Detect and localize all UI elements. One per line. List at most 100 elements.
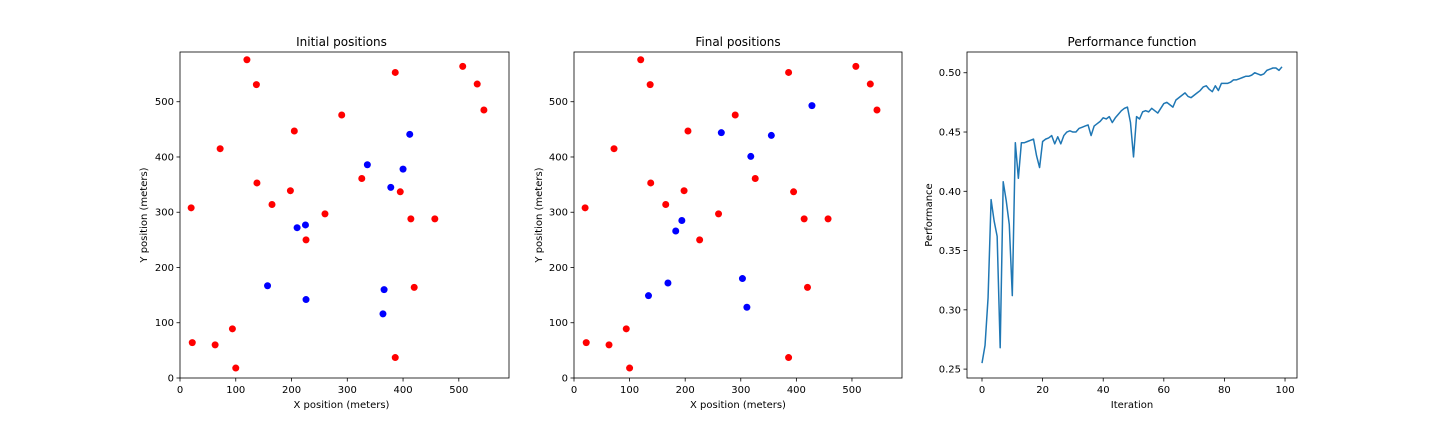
- data-point: [211, 341, 219, 349]
- data-point: [264, 282, 272, 290]
- chart-title: Final positions: [695, 35, 780, 49]
- y-tick-label: 500: [549, 97, 568, 108]
- chart-initial-positions: Initial positions X position (meters) Y …: [139, 35, 510, 411]
- y-tick-label: 0.40: [939, 187, 961, 198]
- y-tick-label: 200: [549, 263, 568, 274]
- data-point: [459, 62, 467, 70]
- y-axis-label: Y position (meters): [534, 167, 545, 263]
- y-tick-label: 300: [155, 208, 174, 219]
- chart-title: Performance function: [1068, 35, 1197, 49]
- chart-title: Initial positions: [296, 35, 387, 49]
- x-tick-label: 40: [1097, 385, 1110, 396]
- y-tick-label: 100: [549, 318, 568, 329]
- data-point: [747, 152, 755, 160]
- y-tick-label: 0.45: [939, 128, 961, 139]
- data-point: [396, 188, 404, 196]
- data-point: [715, 210, 723, 218]
- chart-final-positions: Final positions X position (meters) Y po…: [534, 35, 903, 411]
- x-axis-label: Iteration: [1111, 400, 1153, 411]
- data-point: [785, 354, 793, 362]
- data-point: [800, 215, 808, 223]
- x-tick-label: 500: [449, 385, 468, 396]
- plot-frame: [179, 51, 510, 379]
- data-point: [743, 303, 751, 311]
- data-point: [387, 183, 395, 191]
- x-tick-label: 500: [842, 385, 861, 396]
- data-point: [610, 145, 618, 153]
- data-point: [380, 286, 388, 294]
- data-point: [301, 221, 309, 229]
- data-point: [678, 217, 686, 225]
- data-point: [391, 68, 399, 76]
- data-point: [803, 283, 811, 291]
- data-point: [622, 325, 630, 333]
- data-point: [646, 81, 654, 89]
- data-point: [187, 204, 195, 212]
- y-tick-label: 400: [155, 152, 174, 163]
- data-point: [407, 215, 415, 223]
- data-point: [873, 106, 881, 114]
- data-point: [647, 179, 655, 187]
- y-tick-label: 0.35: [939, 246, 961, 257]
- data-point: [785, 68, 793, 76]
- y-tick-label: 500: [155, 97, 174, 108]
- data-point: [664, 279, 672, 287]
- data-point: [637, 56, 645, 64]
- data-point: [363, 161, 371, 169]
- y-tick-label: 0: [168, 374, 174, 385]
- x-tick-label: 80: [1218, 385, 1231, 396]
- data-point: [626, 364, 634, 372]
- data-point: [824, 215, 832, 223]
- data-point: [738, 275, 746, 283]
- data-point: [696, 236, 704, 244]
- data-point: [717, 129, 725, 137]
- y-tick-label: 0.25: [939, 365, 961, 376]
- x-tick-label: 0: [979, 385, 985, 396]
- data-point: [431, 215, 439, 223]
- data-point: [293, 224, 301, 232]
- data-point: [302, 296, 310, 304]
- x-axis-label: X position (meters): [690, 400, 786, 411]
- data-point: [473, 80, 481, 88]
- data-point: [866, 80, 874, 88]
- data-point: [188, 339, 196, 347]
- data-point: [268, 201, 276, 209]
- data-point: [605, 341, 613, 349]
- data-point: [480, 106, 488, 114]
- data-point: [216, 145, 224, 153]
- data-point: [410, 283, 418, 291]
- data-point: [290, 127, 298, 135]
- data-point: [399, 165, 407, 173]
- data-point: [582, 339, 590, 347]
- x-tick-label: 400: [787, 385, 806, 396]
- y-tick-label: 0.50: [939, 68, 961, 79]
- data-point: [232, 364, 240, 372]
- data-point: [358, 175, 366, 183]
- x-tick-label: 100: [620, 385, 639, 396]
- data-point: [808, 102, 816, 110]
- x-tick-label: 300: [731, 385, 750, 396]
- data-point: [684, 127, 692, 135]
- y-axis-label: Performance: [924, 183, 935, 246]
- data-point: [644, 292, 652, 300]
- data-point: [321, 210, 329, 218]
- data-point: [672, 227, 680, 235]
- x-tick-label: 0: [177, 385, 183, 396]
- x-tick-label: 0: [571, 385, 577, 396]
- y-tick-label: 0: [562, 374, 568, 385]
- data-point: [852, 62, 860, 70]
- data-point: [391, 354, 399, 362]
- x-tick-label: 200: [676, 385, 695, 396]
- data-point: [253, 179, 261, 187]
- y-tick-label: 400: [549, 152, 568, 163]
- y-tick-label: 300: [549, 208, 568, 219]
- data-point: [286, 187, 294, 195]
- data-point: [252, 81, 260, 89]
- x-tick-label: 300: [338, 385, 357, 396]
- data-point: [751, 175, 759, 183]
- x-tick-label: 20: [1036, 385, 1049, 396]
- plot-frame: [573, 51, 903, 379]
- x-tick-label: 100: [226, 385, 245, 396]
- data-point: [302, 236, 310, 244]
